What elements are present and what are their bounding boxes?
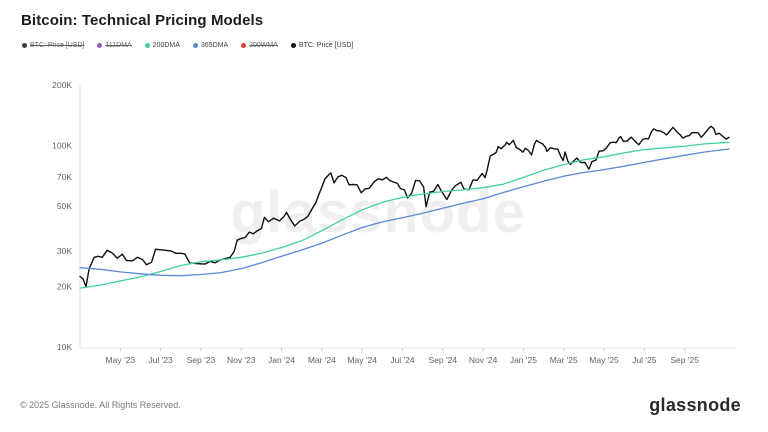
legend-item-label: 365DMA <box>200 42 229 49</box>
y-axis-label: 20K <box>57 281 72 291</box>
y-axis-label: 30K <box>57 246 72 256</box>
x-axis-label: Sep '25 <box>670 355 699 365</box>
watermark: glassnode <box>230 180 526 245</box>
x-axis-label: Nov '24 <box>469 355 498 365</box>
legend-dot <box>22 43 27 48</box>
glassnode-logo: glassnode <box>649 395 741 415</box>
legend-item-365dma[interactable]: 365DMA <box>192 42 229 49</box>
x-axis-label: Nov '23 <box>227 355 256 365</box>
legend-dot <box>290 43 296 48</box>
legend-dot <box>192 43 198 48</box>
legend-item-200dma[interactable]: 200DMA <box>144 42 180 49</box>
legend-item-btc-price-usd[interactable]: BTC: Price [USD] <box>290 42 354 49</box>
y-axis-label: 70K <box>57 172 72 182</box>
legend-item-label: 200WMA <box>249 42 278 49</box>
legend-item-111dma[interactable]: 111DMA <box>97 42 132 49</box>
series-line-200dma <box>79 141 730 289</box>
x-axis-label: Sep '23 <box>187 355 216 365</box>
legend-item-label: 111DMA <box>105 42 132 49</box>
x-axis-label: May '25 <box>589 355 619 365</box>
y-axis-label: 50K <box>57 201 72 211</box>
copyright-text: © 2025 Glassnode. All Rights Reserved. <box>20 400 181 410</box>
x-axis-label: Sep '24 <box>429 355 458 365</box>
legend-dot <box>144 43 150 48</box>
x-axis-label: May '23 <box>106 355 136 365</box>
legend-item-btc-price-usd[interactable]: BTC: Price [USD] <box>22 42 84 49</box>
y-axis-label: 100K <box>52 141 72 151</box>
x-axis-label: Jul '23 <box>148 355 173 365</box>
page-title: Bitcoin: Technical Pricing Models <box>21 12 264 29</box>
x-axis-label: Mar '25 <box>550 355 578 365</box>
y-axis-label: 10K <box>57 342 72 352</box>
x-axis-label: May '24 <box>347 355 377 365</box>
legend: BTC: Price [USD] 111DMA 200DMA 365DMA 200WMA… <box>22 42 353 49</box>
legend-item-label: BTC: Price [USD] <box>298 42 354 49</box>
y-axis-label: 200K <box>52 80 72 90</box>
legend-item-label: 200DMA <box>152 42 180 49</box>
series-line-365dma <box>79 148 730 277</box>
legend-dot <box>97 43 103 48</box>
x-axis-label: Jan '25 <box>510 355 537 365</box>
legend-dot <box>241 43 247 48</box>
legend-item-200wma[interactable]: 200WMA <box>241 42 278 49</box>
x-axis-label: Jan '24 <box>268 355 295 365</box>
x-axis-label: Jul '24 <box>390 355 415 365</box>
legend-item-label: BTC: Price [USD] <box>30 42 85 49</box>
x-axis-label: Jul '25 <box>632 355 657 365</box>
series-line-btc-price-usd <box>79 125 730 288</box>
x-axis-label: Mar '24 <box>308 355 336 365</box>
